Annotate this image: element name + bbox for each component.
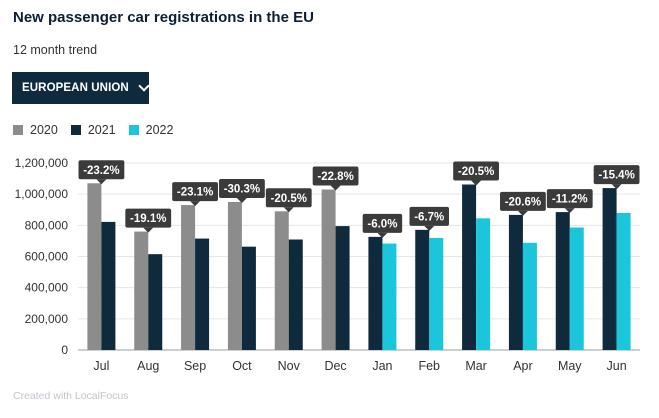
data-label-box xyxy=(500,191,546,211)
bar-2020 xyxy=(87,183,102,350)
data-label-pointer xyxy=(96,179,107,185)
y-tick-label: 600,000 xyxy=(25,250,69,264)
x-tick-label: Feb xyxy=(418,359,440,373)
x-tick-label: Sep xyxy=(184,359,206,373)
data-label: -20.5% xyxy=(458,166,494,178)
bar-2022 xyxy=(616,213,631,350)
data-label-pointer xyxy=(190,201,201,207)
y-tick-label: 0 xyxy=(61,343,68,357)
data-label-pointer xyxy=(424,225,435,231)
chart-title: New passenger car registrations in the E… xyxy=(13,9,314,26)
legend-label-2022: 2022 xyxy=(145,123,174,137)
chart-subtitle: 12 month trend xyxy=(13,43,98,57)
y-tick-label: 1,200,000 xyxy=(15,156,69,170)
bar-2020 xyxy=(321,189,336,350)
data-label-pointer xyxy=(517,210,528,216)
data-label: -23.2% xyxy=(83,165,119,177)
x-tick-label: Jun xyxy=(607,359,627,373)
data-label-box xyxy=(219,178,265,198)
data-label: -23.1% xyxy=(177,187,213,199)
y-tick-label: 400,000 xyxy=(25,281,69,295)
data-label-pointer xyxy=(143,227,154,233)
data-label-box xyxy=(409,206,449,226)
x-tick-label: Mar xyxy=(465,359,487,373)
x-tick-label: Nov xyxy=(278,359,301,373)
bar-2020 xyxy=(134,231,149,350)
data-label: -22.8% xyxy=(317,171,353,183)
data-label-box xyxy=(265,188,312,208)
bar-2020 xyxy=(227,201,242,350)
legend: 2020 2021 2022 xyxy=(13,123,186,137)
data-label-pointer xyxy=(236,197,247,203)
data-label: -11.2% xyxy=(552,194,588,206)
data-label-pointer xyxy=(283,207,294,213)
bar-2021 xyxy=(241,246,256,350)
data-label: -6.0% xyxy=(367,218,397,230)
x-tick-label: Aug xyxy=(137,359,159,373)
region-dropdown[interactable]: EUROPEAN UNION xyxy=(12,72,150,104)
data-label: -20.6% xyxy=(505,196,541,208)
bar-2021 xyxy=(101,221,116,350)
x-tick-label: Oct xyxy=(232,359,252,373)
data-label-box xyxy=(125,208,172,228)
data-label: -15.4% xyxy=(598,170,634,182)
x-tick-label: Jul xyxy=(93,359,109,373)
bar-2021 xyxy=(415,229,430,350)
x-tick-label: Apr xyxy=(513,359,532,373)
bar-2021 xyxy=(288,239,303,350)
data-label-pointer xyxy=(377,232,388,238)
data-label-box xyxy=(546,189,593,209)
legend-item-2022: 2022 xyxy=(128,123,174,137)
region-dropdown-label: EUROPEAN UNION xyxy=(22,82,129,94)
x-tick-label: Dec xyxy=(324,359,346,373)
bar-2021 xyxy=(148,254,163,350)
data-label-pointer xyxy=(471,180,482,186)
data-label-box xyxy=(78,160,125,180)
bar-2021 xyxy=(555,212,570,350)
bar-2021 xyxy=(368,236,383,350)
bar-2022 xyxy=(476,218,491,350)
data-label: -19.1% xyxy=(130,213,166,225)
data-label-box xyxy=(312,166,359,186)
bar-2021 xyxy=(195,238,210,350)
bar-2021 xyxy=(335,226,350,350)
bar-2022 xyxy=(569,227,584,350)
data-label: -30.3% xyxy=(224,183,260,195)
data-label: -20.5% xyxy=(271,193,307,205)
bar-2021 xyxy=(508,214,523,350)
data-label-box xyxy=(453,161,499,181)
bar-2021 xyxy=(602,188,617,350)
legend-swatch-2021 xyxy=(70,125,81,135)
y-tick-label: 200,000 xyxy=(25,312,69,326)
legend-swatch-2022 xyxy=(128,125,139,135)
y-tick-label: 1,000,000 xyxy=(15,187,69,201)
data-label-box xyxy=(172,182,218,202)
data-label-pointer xyxy=(611,184,622,190)
data-label-box xyxy=(362,213,403,233)
data-label-pointer xyxy=(330,185,341,191)
legend-label-2020: 2020 xyxy=(30,123,58,137)
bar-2022 xyxy=(522,242,537,350)
credit-text: Created with LocalFocus xyxy=(13,390,129,402)
bar-2022 xyxy=(382,243,397,350)
bar-2021 xyxy=(462,184,477,350)
data-label-pointer xyxy=(564,208,575,214)
bar-2020 xyxy=(181,205,196,350)
x-tick-label: May xyxy=(558,359,582,373)
y-tick-label: 800,000 xyxy=(25,218,69,232)
data-label: -6.7% xyxy=(414,211,444,223)
legend-label-2021: 2021 xyxy=(87,123,116,137)
bar-2022 xyxy=(429,237,444,350)
bar-2020 xyxy=(274,211,289,350)
x-tick-label: Jan xyxy=(372,359,392,373)
legend-item-2020: 2020 xyxy=(13,123,58,137)
legend-item-2021: 2021 xyxy=(70,123,116,137)
data-label-box xyxy=(593,165,640,185)
legend-swatch-2020 xyxy=(13,125,23,135)
